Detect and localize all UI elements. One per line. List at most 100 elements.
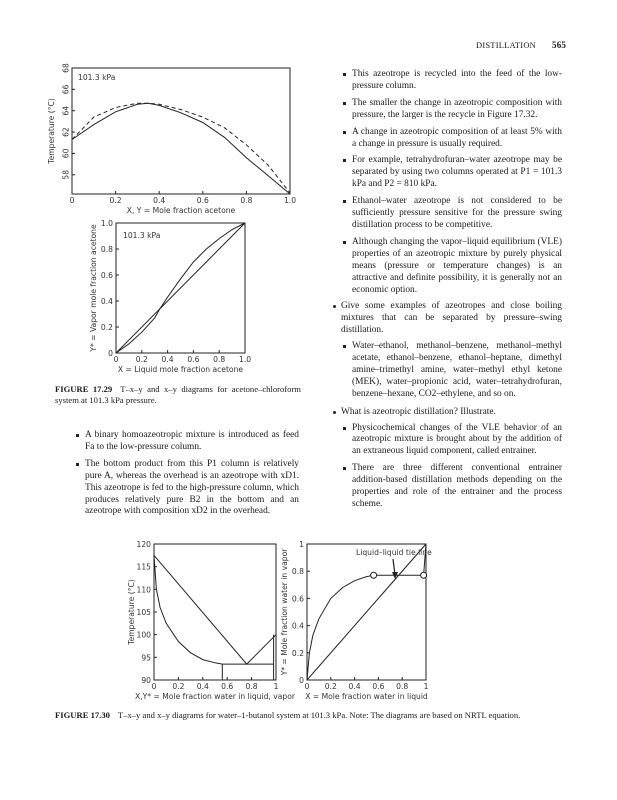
x-axis-label: X,Y* = Mole fraction water in liquid, va… [135, 692, 296, 701]
y-tick-label: 0.2 [101, 323, 113, 332]
y-tick-label: 0 [299, 676, 304, 685]
left-column: A binary homoazeotropic mixture is intro… [76, 430, 299, 523]
list-item: A change in azeotropic composition of at… [343, 126, 562, 149]
y-tick-label: 100 [137, 631, 152, 640]
x-tick-label: 0 [305, 682, 310, 691]
y-axis-label: Y* = Mole fraction water in vapor [280, 548, 289, 677]
list-item: Ethanol–water azeotrope is not considere… [343, 196, 562, 230]
plot-frame [153, 543, 277, 681]
x-tick-label: 0 [152, 682, 157, 691]
caption-label: FIGURE 17.30 [55, 710, 110, 720]
right-column: This azeotrope is recycled into the feed… [333, 69, 562, 516]
data-curve [115, 222, 246, 354]
y-axis-label: Temperature (°C) [47, 98, 56, 165]
data-curve [306, 543, 427, 681]
y-tick-label: 1.0 [101, 219, 113, 228]
x-tick-label: 0 [114, 355, 119, 364]
list-item: A binary homoazeotropic mixture is intro… [76, 430, 299, 452]
data-curve [306, 574, 374, 681]
y-tick-label: 0.2 [292, 649, 304, 658]
arrow-head [392, 572, 398, 579]
x-tick-label: 0.4 [162, 355, 174, 364]
y-tick-label: 68 [62, 63, 71, 73]
y-tick-label: 105 [137, 608, 152, 617]
y-tick-label: 64 [62, 106, 71, 116]
x-tick-label: 0.8 [213, 355, 225, 364]
x-tick-label: 0.8 [396, 682, 408, 691]
x-tick-label: 0.6 [187, 355, 199, 364]
list-item: The bottom product from this P1 column i… [76, 458, 299, 517]
y-tick-label: 60 [62, 148, 71, 158]
x-tick-label: 0.4 [349, 682, 361, 691]
y-tick-label: 58 [62, 170, 71, 180]
section-title: DISTILLATION [476, 40, 536, 50]
x-tick-label: 0.6 [197, 196, 209, 205]
y-tick-label: 0.6 [292, 594, 304, 603]
x-axis-label: X = Mole fraction water in liquid [305, 692, 428, 701]
data-curve [153, 554, 277, 665]
y-tick-label: 0.6 [101, 271, 113, 280]
y-tick-label: 115 [137, 563, 152, 572]
list-item: There are three different conventional e… [343, 463, 562, 509]
data-marker [420, 571, 428, 579]
y-tick-label: 66 [62, 84, 71, 94]
list-item: Water–ethanol, methanol–benzene, methano… [343, 341, 562, 399]
y-tick-label: 0.4 [101, 297, 113, 306]
question: What is azeotropic distillation? Illustr… [333, 407, 562, 419]
data-curve [423, 543, 427, 576]
plot-frame [71, 67, 291, 195]
x-tick-label: 0 [70, 196, 75, 205]
y-axis-label: Y* = Vapor mole fraction acetone [89, 224, 98, 353]
plot-frame [306, 543, 427, 681]
data-marker [370, 571, 378, 579]
list-item: Physicochemical changes of the VLE behav… [343, 422, 562, 457]
list-item: This azeotrope is recycled into the feed… [343, 69, 562, 91]
y-tick-label: 0.4 [292, 622, 304, 631]
y-axis-label: Temperature (°C) [127, 579, 136, 646]
chart-annotation: 101.3 kPa [123, 231, 160, 240]
x-tick-label: 0.4 [197, 682, 209, 691]
x-tick-label: 1 [424, 682, 429, 691]
y-tick-label: 95 [141, 653, 151, 662]
caption-text: T–x–y and x–y diagrams for acetone–chlor… [55, 384, 301, 405]
x-tick-label: 1.0 [284, 196, 296, 205]
chart-annotation: 101.3 kPa [78, 73, 115, 82]
figure-17-30-caption: FIGURE 17.30 T–x–y and x–y diagrams for w… [55, 710, 575, 721]
y-tick-label: 0 [108, 349, 113, 358]
list-item: Although changing the vapor–liquid equil… [343, 236, 562, 295]
y-tick-label: 110 [137, 585, 152, 594]
list-item: The smaller the change in azeotropic com… [343, 97, 562, 120]
plot-frame [115, 222, 246, 354]
question: Give some examples of azeotropes and clo… [333, 301, 562, 336]
y-tick-label: 62 [62, 127, 71, 137]
y-tick-label: 90 [141, 676, 151, 685]
x-axis-label: X, Y = Mole fraction acetone [127, 206, 236, 215]
x-tick-label: 1 [274, 682, 279, 691]
dew-point-curve [71, 102, 291, 194]
x-tick-label: 0.8 [240, 196, 252, 205]
y-tick-label: 0.8 [292, 567, 304, 576]
figure-17-29-caption: FIGURE 17.29 T–x–y and x–y diagrams for a… [55, 384, 301, 406]
x-tick-label: 0.2 [110, 196, 122, 205]
question-block: Give some examples of azeotropes and clo… [333, 301, 562, 511]
x-tick-label: 0.8 [246, 682, 258, 691]
x-tick-label: 0.2 [136, 355, 148, 364]
y-tick-label: 1 [299, 540, 304, 549]
caption-text: T–x–y and x–y diagrams for water–1-butan… [117, 710, 521, 720]
x-tick-label: 0.6 [372, 682, 384, 691]
list-item: For example, tetrahydrofuran–water azeot… [343, 155, 562, 190]
x-axis-label: X = Liquid mole fraction acetone [118, 365, 243, 374]
x-tick-label: 0.2 [325, 682, 337, 691]
running-header: DISTILLATION 565 [476, 40, 566, 50]
data-curve [115, 222, 246, 354]
y-tick-label: 120 [137, 540, 152, 549]
x-tick-label: 0.4 [153, 196, 165, 205]
x-tick-label: 0.6 [221, 682, 233, 691]
y-tick-label: 0.8 [101, 245, 113, 254]
chart-annotation: Liquid–liquid tie line [356, 548, 432, 557]
caption-label: FIGURE 17.29 [55, 384, 113, 394]
x-tick-label: 0.2 [172, 682, 184, 691]
data-curve [153, 555, 223, 665]
